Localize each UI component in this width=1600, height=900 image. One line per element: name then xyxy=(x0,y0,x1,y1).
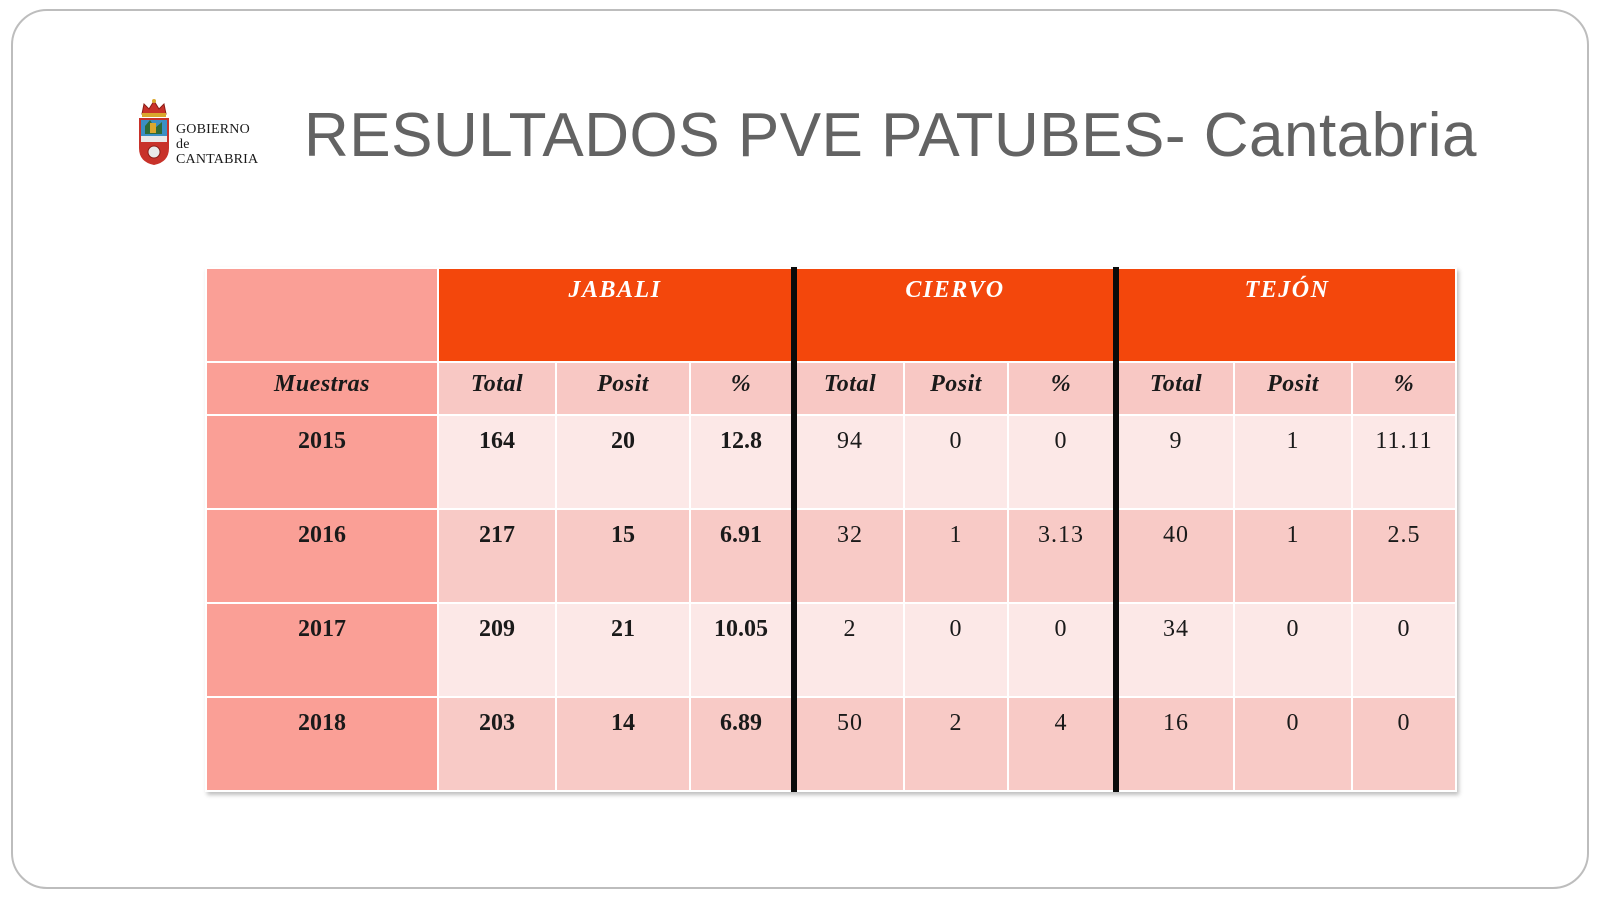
table-cell: 3.13 xyxy=(1007,508,1117,604)
table-cell: 21 xyxy=(555,602,691,698)
table-cell: 9 xyxy=(1113,414,1235,510)
table-cell: 203 xyxy=(437,696,557,792)
table-row: 2016 217 15 6.91 32 1 3.13 40 1 2.5 xyxy=(205,508,1457,604)
table-cell: 0 xyxy=(1233,696,1353,792)
year-cell: 2018 xyxy=(205,696,439,792)
group-header-jabali: JABALI xyxy=(437,267,795,363)
group-header-row: JABALI CIERVO TEJÓN xyxy=(205,267,1457,363)
logo-text: GOBIERNO de CANTABRIA xyxy=(176,122,258,167)
table-cell: 94 xyxy=(791,414,905,510)
table-cell: 0 xyxy=(903,414,1009,510)
table-cell: 164 xyxy=(437,414,557,510)
column-header: Posit xyxy=(555,361,691,416)
column-header: % xyxy=(1351,361,1457,416)
slide-title: RESULTADOS PVE PATUBES- Cantabria xyxy=(304,101,1478,170)
table-row: 2017 209 21 10.05 2 0 0 34 0 0 xyxy=(205,602,1457,698)
results-table: JABALI CIERVO TEJÓN Muestras Total Posit… xyxy=(205,267,1457,792)
logo-line-2: de xyxy=(176,137,190,152)
table-cell: 4 xyxy=(1007,696,1117,792)
row-label-header: Muestras xyxy=(205,361,439,416)
table-cell: 50 xyxy=(791,696,905,792)
table-row: 2018 203 14 6.89 50 2 4 16 0 0 xyxy=(205,696,1457,792)
table-cell: 0 xyxy=(903,602,1009,698)
table-cell: 32 xyxy=(791,508,905,604)
table-cell: 217 xyxy=(437,508,557,604)
table-cell: 2 xyxy=(791,602,905,698)
column-header: % xyxy=(689,361,795,416)
table-cell: 209 xyxy=(437,602,557,698)
table-cell: 0 xyxy=(1233,602,1353,698)
results-table-wrapper: JABALI CIERVO TEJÓN Muestras Total Posit… xyxy=(205,267,1457,792)
table-cell: 12.8 xyxy=(689,414,795,510)
column-header: Total xyxy=(791,361,905,416)
column-header: Posit xyxy=(1233,361,1353,416)
table-cell: 10.05 xyxy=(689,602,795,698)
table-cell: 0 xyxy=(1351,696,1457,792)
table-cell: 1 xyxy=(1233,414,1353,510)
table-cell: 14 xyxy=(555,696,691,792)
table-cell: 6.91 xyxy=(689,508,795,604)
corner-cell xyxy=(205,267,439,363)
table-cell: 2.5 xyxy=(1351,508,1457,604)
group-header-tejon: TEJÓN xyxy=(1113,267,1457,363)
table-cell: 1 xyxy=(903,508,1009,604)
table-cell: 0 xyxy=(1351,602,1457,698)
table-row: 2015 164 20 12.8 94 0 0 9 1 11.11 xyxy=(205,414,1457,510)
table-cell: 0 xyxy=(1007,414,1117,510)
table-cell: 40 xyxy=(1113,508,1235,604)
coat-of-arms-icon xyxy=(139,99,169,165)
logo-line-3: CANTABRIA xyxy=(176,152,259,167)
table-cell: 0 xyxy=(1007,602,1117,698)
table-cell: 1 xyxy=(1233,508,1353,604)
subheader-row: Muestras Total Posit % Total Posit % Tot… xyxy=(205,361,1457,416)
table-cell: 2 xyxy=(903,696,1009,792)
table-cell: 16 xyxy=(1113,696,1235,792)
year-cell: 2015 xyxy=(205,414,439,510)
table-cell: 15 xyxy=(555,508,691,604)
year-cell: 2017 xyxy=(205,602,439,698)
column-header: Total xyxy=(437,361,557,416)
table-cell: 34 xyxy=(1113,602,1235,698)
table-cell: 11.11 xyxy=(1351,414,1457,510)
gobierno-cantabria-logo: GOBIERNO de CANTABRIA xyxy=(136,98,276,172)
table-cell: 20 xyxy=(555,414,691,510)
logo-line-1: GOBIERNO xyxy=(176,122,250,137)
table-cell: 6.89 xyxy=(689,696,795,792)
group-header-ciervo: CIERVO xyxy=(791,267,1117,363)
column-header: Posit xyxy=(903,361,1009,416)
column-header: Total xyxy=(1113,361,1235,416)
column-header: % xyxy=(1007,361,1117,416)
year-cell: 2016 xyxy=(205,508,439,604)
